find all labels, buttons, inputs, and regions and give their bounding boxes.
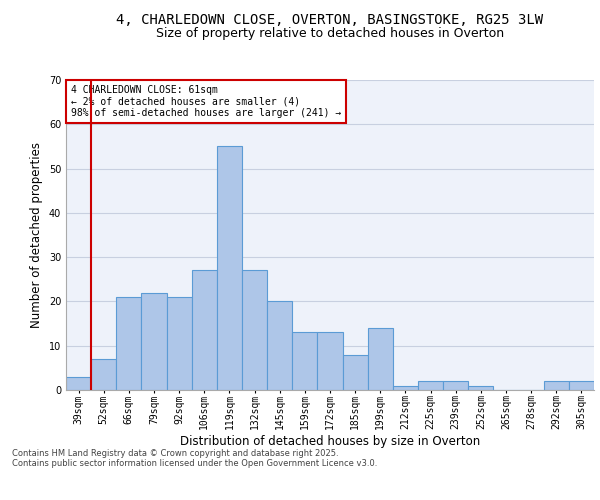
Bar — [443, 381, 468, 390]
Text: 4 CHARLEDOWN CLOSE: 61sqm
← 2% of detached houses are smaller (4)
98% of semi-de: 4 CHARLEDOWN CLOSE: 61sqm ← 2% of detach… — [71, 84, 341, 118]
Bar — [418, 381, 443, 390]
X-axis label: Distribution of detached houses by size in Overton: Distribution of detached houses by size … — [180, 435, 480, 448]
Bar — [217, 146, 242, 390]
Bar — [116, 297, 142, 390]
Bar — [192, 270, 217, 390]
Text: Size of property relative to detached houses in Overton: Size of property relative to detached ho… — [156, 28, 504, 40]
Bar — [242, 270, 267, 390]
Bar — [167, 297, 192, 390]
Text: 4, CHARLEDOWN CLOSE, OVERTON, BASINGSTOKE, RG25 3LW: 4, CHARLEDOWN CLOSE, OVERTON, BASINGSTOK… — [116, 12, 544, 26]
Bar — [393, 386, 418, 390]
Bar — [317, 332, 343, 390]
Bar — [267, 302, 292, 390]
Bar — [343, 354, 368, 390]
Bar — [292, 332, 317, 390]
Text: Contains public sector information licensed under the Open Government Licence v3: Contains public sector information licen… — [12, 458, 377, 468]
Bar — [66, 376, 91, 390]
Bar — [368, 328, 393, 390]
Y-axis label: Number of detached properties: Number of detached properties — [30, 142, 43, 328]
Bar — [569, 381, 594, 390]
Bar — [468, 386, 493, 390]
Bar — [91, 359, 116, 390]
Bar — [544, 381, 569, 390]
Bar — [142, 292, 167, 390]
Text: Contains HM Land Registry data © Crown copyright and database right 2025.: Contains HM Land Registry data © Crown c… — [12, 448, 338, 458]
